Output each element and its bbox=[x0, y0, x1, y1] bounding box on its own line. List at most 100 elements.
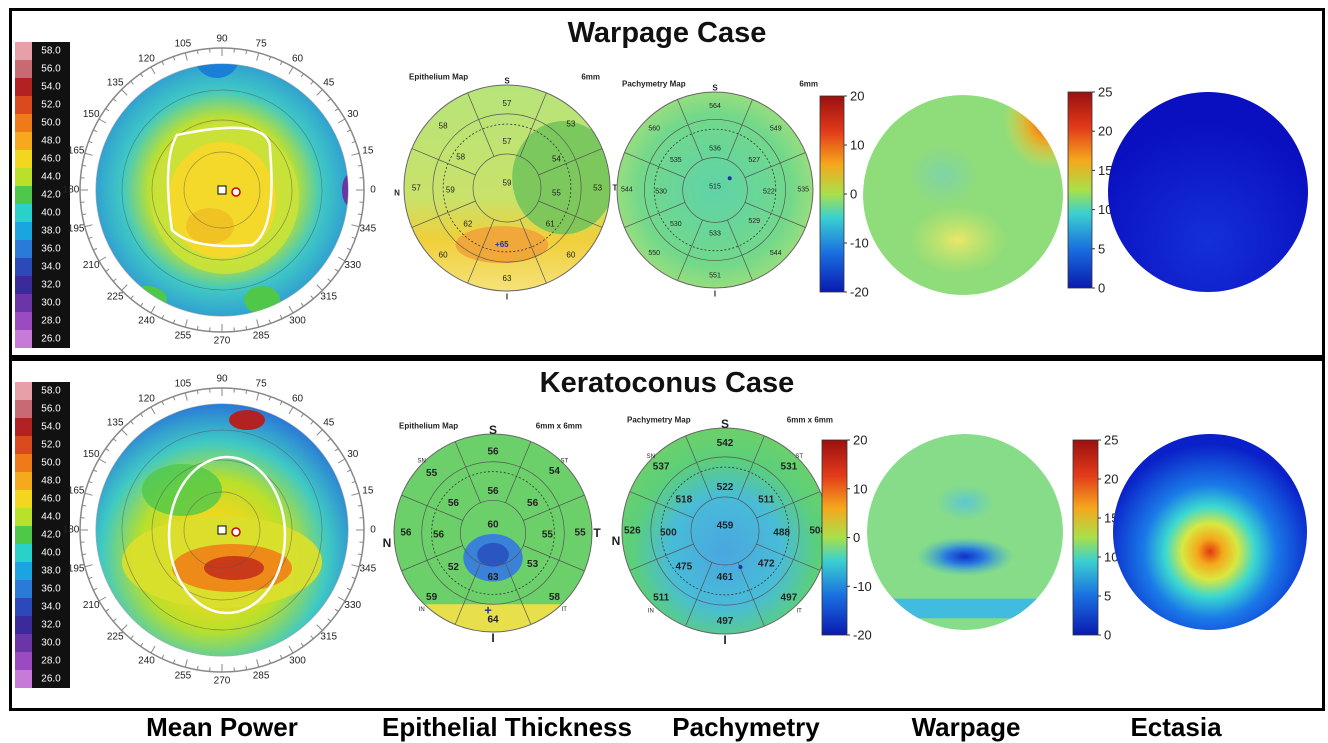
pachy-inner-value: 511 bbox=[758, 495, 775, 506]
scale-swatch bbox=[15, 222, 32, 240]
power-map-area bbox=[96, 404, 348, 656]
map-border bbox=[393, 433, 593, 633]
degree-tick bbox=[256, 319, 260, 328]
thinnest-point-marker bbox=[727, 176, 732, 181]
angle-label: 285 bbox=[253, 670, 270, 681]
scale-swatch bbox=[15, 276, 32, 294]
angle-label: 180 bbox=[63, 185, 80, 196]
angle-label: 270 bbox=[214, 676, 231, 687]
dir-superior: S bbox=[504, 77, 510, 86]
sector-line bbox=[727, 99, 753, 161]
grid-ring-inner bbox=[459, 499, 527, 567]
pupil-outline bbox=[166, 126, 273, 248]
scale-swatch bbox=[15, 330, 32, 348]
dir-superior: S bbox=[721, 417, 729, 431]
colorbar-label: 0 bbox=[853, 530, 860, 545]
epi-outer-value: 64 bbox=[487, 615, 499, 626]
sector-line bbox=[411, 148, 476, 176]
scale-value: 26.0 bbox=[41, 674, 61, 685]
angle-label: 255 bbox=[175, 670, 192, 681]
dir-nasal: N bbox=[383, 536, 392, 550]
sector-line bbox=[538, 200, 603, 228]
warpage-fill bbox=[867, 434, 1063, 630]
degree-tick bbox=[140, 302, 144, 307]
scale-swatch bbox=[15, 526, 32, 544]
colorbar-label: -10 bbox=[850, 236, 869, 251]
angle-label: 255 bbox=[175, 330, 192, 341]
scale-swatch bbox=[15, 96, 32, 114]
degree-tick bbox=[351, 140, 356, 144]
angle-label: 60 bbox=[292, 54, 304, 65]
angle-label: 45 bbox=[323, 418, 335, 429]
scale-value: 28.0 bbox=[41, 656, 61, 667]
scale-value: 58.0 bbox=[41, 386, 61, 397]
pachy-outer-value: 542 bbox=[717, 438, 734, 449]
degree-tick bbox=[172, 56, 176, 61]
scale-swatch bbox=[15, 186, 32, 204]
degree-tick bbox=[334, 268, 339, 272]
pachymetry-map: Pachymetry Map 6mm x 6mm 522 511 488 472 461 47… bbox=[612, 416, 833, 648]
epi-inner-value: 56 bbox=[527, 498, 539, 509]
sector-line bbox=[538, 148, 603, 176]
scale-value: 36.0 bbox=[41, 244, 61, 255]
angle-label: 105 bbox=[175, 39, 192, 50]
angle-label: 195 bbox=[68, 224, 85, 235]
degree-tick bbox=[121, 284, 128, 291]
angle-label: 300 bbox=[289, 315, 306, 326]
scale-value: 52.0 bbox=[41, 440, 61, 451]
degree-tick bbox=[288, 645, 294, 654]
degree-tick bbox=[161, 654, 165, 659]
degree-tick bbox=[300, 413, 304, 418]
epithelium-title: Epithelium Map bbox=[409, 73, 468, 82]
pachy-inner-value: 500 bbox=[660, 528, 677, 539]
degree-tick bbox=[88, 480, 93, 484]
angle-label: 30 bbox=[347, 449, 359, 460]
grid-ring-dotted bbox=[431, 471, 555, 595]
sector-tag: IN bbox=[419, 607, 425, 613]
degree-tick bbox=[140, 413, 144, 418]
degree-tick bbox=[105, 108, 110, 112]
scale-value: 44.0 bbox=[41, 512, 61, 523]
sector-tag: ST bbox=[795, 454, 803, 460]
pachymetry-title: Pachymetry Map bbox=[622, 80, 686, 89]
sector-line bbox=[629, 543, 694, 571]
sector-line bbox=[523, 545, 585, 572]
scale-cell bbox=[32, 150, 70, 168]
pachymetry-size: 6mm x 6mm bbox=[787, 416, 833, 425]
pachy-inner-value: 535 bbox=[670, 157, 682, 164]
angle-label: 165 bbox=[68, 145, 85, 156]
degree-tick bbox=[82, 553, 87, 556]
scale-cell bbox=[32, 454, 70, 472]
degree-tick bbox=[316, 624, 323, 631]
scale-cell bbox=[32, 562, 70, 580]
epi-inner-value: 55 bbox=[552, 189, 561, 198]
pachy-outer-value: 544 bbox=[770, 250, 782, 257]
degree-tick bbox=[357, 164, 362, 167]
grid-ring-outer bbox=[644, 119, 786, 261]
pachymetry-fill bbox=[617, 92, 813, 288]
epi-thinnest-zone bbox=[477, 542, 509, 567]
sector-line bbox=[744, 152, 806, 178]
degree-tick bbox=[288, 305, 294, 314]
degree-tick bbox=[93, 247, 98, 251]
sector-line bbox=[505, 563, 532, 625]
scale-cell bbox=[32, 400, 70, 418]
colorbar-label: 10 bbox=[853, 481, 867, 496]
colorbar-gradient bbox=[819, 95, 845, 293]
degree-tick bbox=[268, 319, 272, 324]
power-map-area bbox=[96, 64, 348, 316]
sector-line bbox=[744, 202, 806, 228]
degree-tick bbox=[161, 61, 165, 66]
degree-tick bbox=[88, 236, 93, 240]
scale-value: 38.0 bbox=[41, 226, 61, 237]
angle-label: 15 bbox=[362, 485, 374, 496]
warpage-cool-zone bbox=[908, 145, 978, 205]
ectasia-map bbox=[1108, 92, 1308, 292]
epi-thick-zone bbox=[455, 226, 549, 264]
sector-line bbox=[454, 563, 481, 625]
scale-cell bbox=[32, 436, 70, 454]
colorbar-label: 5 bbox=[1098, 241, 1105, 256]
pachymetry-map: Pachymetry Map 6mm 536 527 522 529 533 530 530 53… bbox=[616, 80, 818, 299]
thinnest-point-marker bbox=[738, 565, 743, 570]
k-max-marker bbox=[231, 527, 241, 537]
